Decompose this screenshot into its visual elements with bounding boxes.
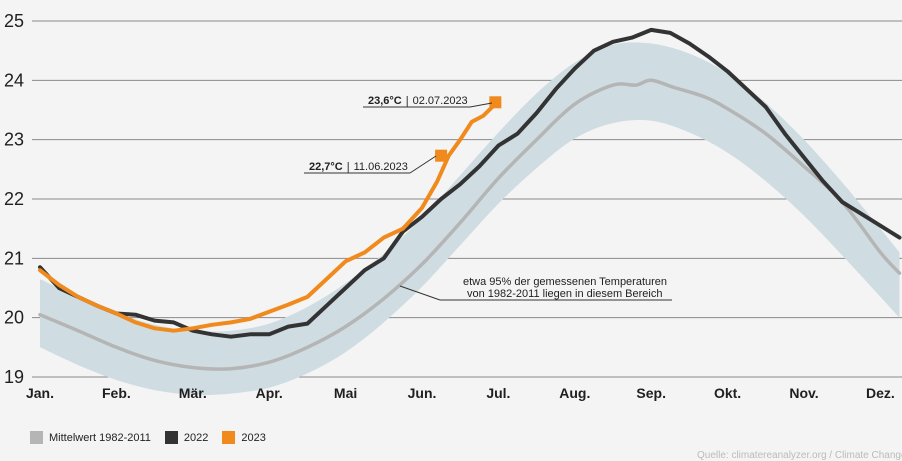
chart-legend: Mittelwert 1982-2011 2022 2023 [30,431,280,444]
confidence-band [40,42,900,396]
y-tick-21: 21 [4,248,24,268]
y-tick-25: 25 [4,11,24,31]
x-tick-2: Feb. [102,385,131,401]
grid-lines [32,20,902,378]
annotation-2-value: 22,7°C [309,161,343,173]
annotation-2-text: 22,7°C | 11.06.2023 [309,161,408,173]
y-tick-24: 24 [4,70,24,90]
y-tick-22: 22 [4,189,24,209]
legend-swatch-2022 [164,431,178,444]
series-lines [38,27,902,371]
source-note: Quelle: climatereanalyzer.org / Climate … [697,450,902,461]
x-tick-7: Jul. [486,385,510,401]
x-axis-ticks: Jan. Feb. Mär. Apr. Mai Jun. Jul. Aug. Sep. Okt. N… [26,385,895,401]
x-tick-8: Aug. [559,385,590,401]
x-tick-6: Jun. [408,385,437,401]
legend-item-2023: 2023 [222,431,266,444]
annotation-1-value: 23,6°C [368,95,402,107]
annotation-2-date: 11.06.2023 [354,161,408,173]
x-tick-5: Mai [334,385,357,401]
annotation-1-date: 02.07.2023 [413,95,468,107]
band-annotation-line1: etwa 95% der gemessenen Temperaturen [463,276,667,288]
x-tick-9: Sep. [636,385,666,401]
annotation-2-leader [409,155,437,174]
y-tick-20: 20 [4,308,24,328]
series-line-1 [38,78,902,371]
series-line-2 [38,27,902,339]
series-markers [435,96,502,162]
x-tick-1: Jan. [26,385,54,401]
legend-swatch-mean [30,431,43,444]
legend-swatch-2023 [222,431,236,444]
legend-label-2022: 2022 [183,431,209,444]
legend-label-mean: Mittelwert 1982-2011 [49,431,151,444]
band-annotation-line2: von 1982-2011 liegen in diesem Bereich [467,288,662,300]
annotations: 23,6°C | 02.07.2023 22,7°C | 11.06.2023 etwa… [304,95,672,301]
annotation-1-text: 23,6°C | 02.07.2023 [368,95,468,107]
band-annotation-leader [399,285,441,301]
legend-label-2023: 2023 [241,431,266,444]
y-tick-23: 23 [4,130,24,150]
legend-item-mean: Mittelwert 1982-2011 [30,431,151,444]
x-tick-12: Dez. [866,385,895,401]
confidence-band-area [40,42,900,396]
x-tick-3: Mär. [179,385,207,401]
x-tick-11: Nov. [789,385,818,401]
annotation-marker-2 [435,149,448,162]
series-line-3 [38,102,498,333]
y-tick-19: 19 [4,367,24,387]
annotation-1-leader [469,102,493,108]
x-tick-4: Apr. [256,385,283,401]
y-axis-ticks: 19 20 21 22 23 24 25 [4,11,24,387]
x-tick-10: Okt. [714,385,741,401]
annotation-marker-1 [489,96,502,109]
legend-item-2022: 2022 [164,431,209,444]
